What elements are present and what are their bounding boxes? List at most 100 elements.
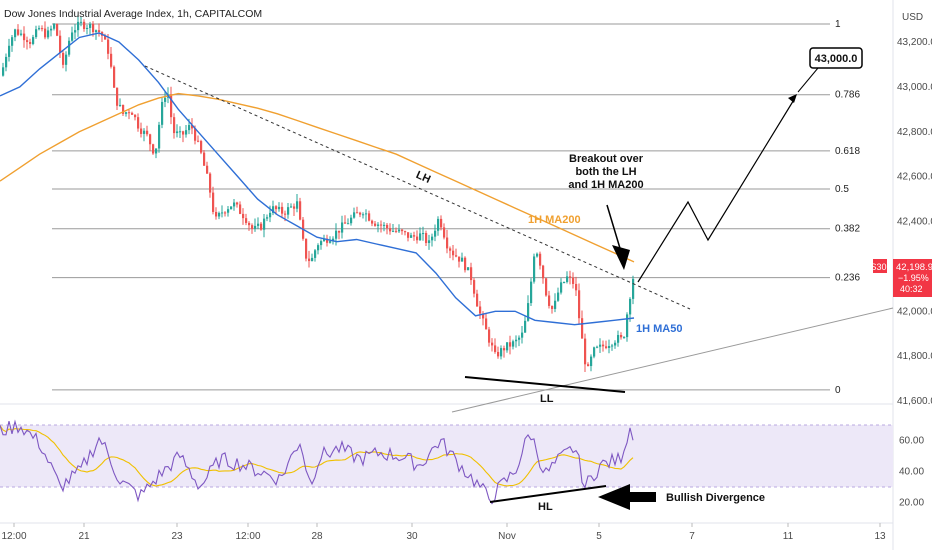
fib-level-label: 0	[835, 385, 841, 396]
currency-box[interactable]	[894, 4, 928, 28]
rising-support-line[interactable]	[451, 307, 894, 413]
candle-body	[326, 238, 329, 243]
candle-body	[314, 250, 317, 258]
candle-body	[413, 235, 416, 237]
candle-body	[89, 23, 92, 28]
candle-body	[143, 130, 146, 134]
candle-body	[554, 300, 557, 309]
breakout-note-line-2: both the LH	[575, 166, 636, 178]
price-badge[interactable]	[893, 259, 932, 297]
candle-body	[449, 248, 452, 251]
price-tick-label: 42,800.0	[897, 127, 932, 138]
candle-body	[53, 24, 56, 29]
candle-body	[140, 128, 143, 134]
candle-body	[59, 35, 62, 53]
candle-body	[518, 337, 521, 340]
candle-body	[407, 232, 410, 238]
price-axis[interactable]: 43,200.0 43,000.0 42,800.0 42,600.0 42,400.0…	[897, 37, 932, 407]
candle-body	[392, 230, 395, 232]
candle-body	[260, 223, 263, 230]
candle-body	[542, 265, 545, 279]
candle-body	[536, 253, 539, 257]
candle-body	[110, 53, 113, 67]
candle-body	[212, 192, 215, 212]
candle-body	[419, 233, 422, 241]
ma50-line[interactable]	[0, 32, 635, 326]
candle-body	[353, 212, 356, 218]
candle-body	[539, 253, 542, 266]
rsi-axis[interactable]: 60.00 40.00 20.00	[899, 436, 924, 509]
candle-body	[602, 344, 605, 347]
price-tick-label: 42,600.0	[897, 172, 932, 183]
candle-body	[200, 141, 203, 153]
candle-body	[188, 125, 191, 131]
candle-body	[545, 278, 548, 296]
candle-body	[182, 131, 185, 135]
price-badge-change: −1.95%	[898, 273, 929, 283]
fib-level-label: 0.5	[835, 184, 849, 195]
projection-path[interactable]	[637, 97, 796, 283]
price-tick-label: 41,600.0	[897, 396, 932, 407]
candle-body	[242, 213, 245, 219]
candle-body	[194, 128, 197, 141]
candle-body	[50, 28, 53, 31]
candle-body	[416, 236, 419, 241]
target-callout-box[interactable]	[809, 47, 863, 69]
candlesticks[interactable]	[2, 14, 635, 372]
candle-body	[233, 202, 236, 207]
candle-body	[47, 30, 50, 38]
candle-body	[290, 206, 293, 208]
rsi-line[interactable]	[0, 419, 634, 505]
candle-body	[359, 212, 362, 215]
candle-body	[191, 125, 194, 129]
candle-body	[329, 241, 332, 243]
fib-level-label: 0.786	[835, 90, 860, 101]
candle-body	[134, 114, 137, 118]
candle-body	[146, 130, 149, 135]
candle-body	[389, 228, 392, 232]
candle-body	[287, 207, 290, 215]
candle-body	[278, 206, 281, 210]
divergence-arrow	[598, 484, 656, 510]
candle-body	[569, 276, 572, 278]
rsi-indicator[interactable]	[0, 419, 634, 505]
candle-body	[104, 35, 107, 40]
candle-body	[611, 345, 614, 347]
candle-body	[38, 28, 41, 30]
candle-body	[149, 134, 152, 145]
candle-body	[368, 213, 371, 221]
candle-body	[155, 148, 158, 154]
divergence-label: Bullish Divergence	[666, 492, 765, 504]
candle-body	[500, 348, 503, 357]
symbol-badge[interactable]	[873, 259, 887, 273]
target-label: 43,000.0	[815, 53, 858, 65]
candle-body	[434, 230, 437, 237]
time-axis[interactable]: 12:00 21 23 12:00 28 30 Nov 5 7 11 13	[1, 523, 886, 542]
candle-body	[533, 256, 536, 282]
price-tick-label: 42,400.0	[897, 217, 932, 228]
candle-body	[29, 42, 32, 44]
candle-body	[119, 104, 122, 106]
ma200-line[interactable]	[0, 92, 635, 263]
candle-body	[590, 356, 593, 367]
candle-body	[371, 220, 374, 224]
hl-line[interactable]	[489, 485, 607, 503]
candle-body	[608, 345, 611, 349]
candle-body	[11, 37, 14, 46]
candle-body	[455, 255, 458, 257]
candle-body	[509, 342, 512, 347]
time-tick-label: 30	[406, 531, 418, 542]
candle-body	[173, 117, 176, 134]
candle-body	[461, 257, 464, 262]
lh-label: LH	[414, 169, 432, 186]
ll-line[interactable]	[464, 376, 626, 393]
candle-body	[362, 214, 365, 216]
candle-body	[137, 117, 140, 129]
candle-body	[209, 173, 212, 193]
hl-label: HL	[538, 501, 553, 513]
candle-body	[152, 144, 155, 154]
fib-level-label: 0.618	[835, 146, 860, 157]
candle-body	[350, 217, 353, 224]
candle-body	[440, 218, 443, 228]
